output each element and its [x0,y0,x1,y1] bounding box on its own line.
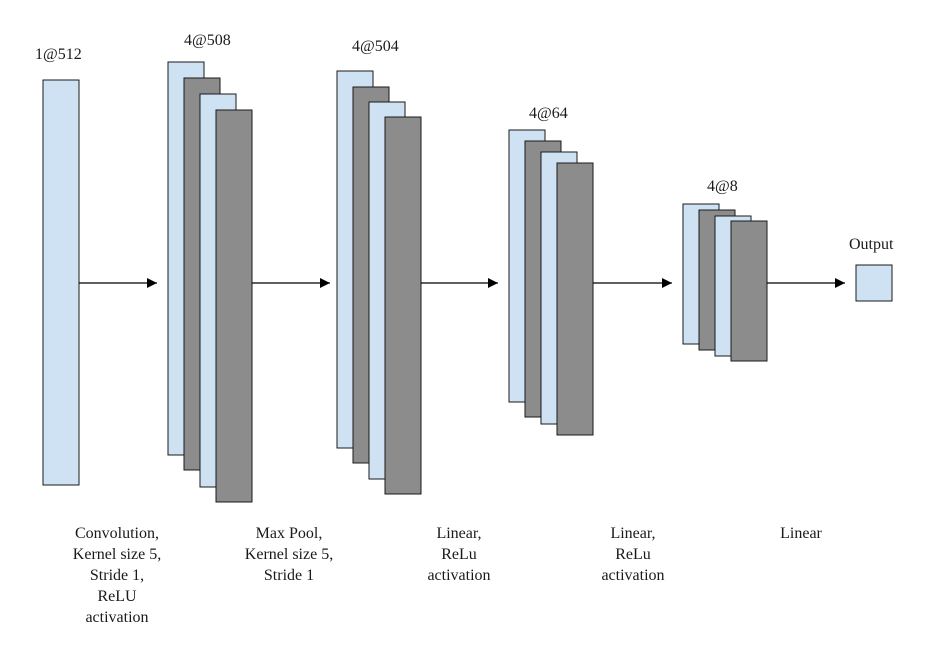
layer-output [855,264,893,302]
caption-line: Kernel size 5, [244,546,334,563]
layer-input [42,79,80,486]
caption-line: activation [85,609,149,626]
output-node [855,264,893,302]
caption-line: activation [427,567,491,584]
caption-line: Stride 1, [89,567,145,584]
caption-line: Convolution, [74,525,159,542]
layer-conv-output [167,61,253,503]
caption-line: ReLu [615,546,651,563]
operation-caption-linear-1: Linear, ReLu activation [384,523,534,586]
layer-pool-output [336,70,422,495]
caption-line: ReLU [97,588,137,605]
caption-line: activation [601,567,665,584]
caption-line: Linear, [610,525,656,542]
operation-caption-linear-3: Linear [726,523,876,544]
feature-map-dark [215,109,253,503]
layer-label-linear-1-output: 4@64 [529,105,568,122]
caption-line: Linear, [436,525,482,542]
feature-map-dark [556,162,594,436]
layer-label-output: Output [849,236,894,253]
layer-label-conv-output: 4@508 [184,32,231,49]
feature-map-dark [384,116,422,495]
layer-label-pool-output: 4@504 [352,38,399,55]
operation-caption-conv: Convolution, Kernel size 5, Stride 1, Re… [42,523,192,628]
caption-line: Linear [780,525,822,542]
operation-caption-linear-2: Linear, ReLu activation [558,523,708,586]
layer-linear-1-output [508,129,594,436]
operation-caption-pool: Max Pool, Kernel size 5, Stride 1 [214,523,364,586]
caption-line: Stride 1 [263,567,315,584]
caption-line: ReLu [441,546,477,563]
feature-map-dark [730,220,768,362]
caption-line: Max Pool, [255,525,323,542]
caption-line: Kernel size 5, [72,546,162,563]
layer-linear-2-output [682,203,768,362]
layer-label-linear-2-output: 4@8 [707,178,738,195]
feature-map-light [42,79,80,486]
layer-label-input: 1@512 [35,46,82,63]
